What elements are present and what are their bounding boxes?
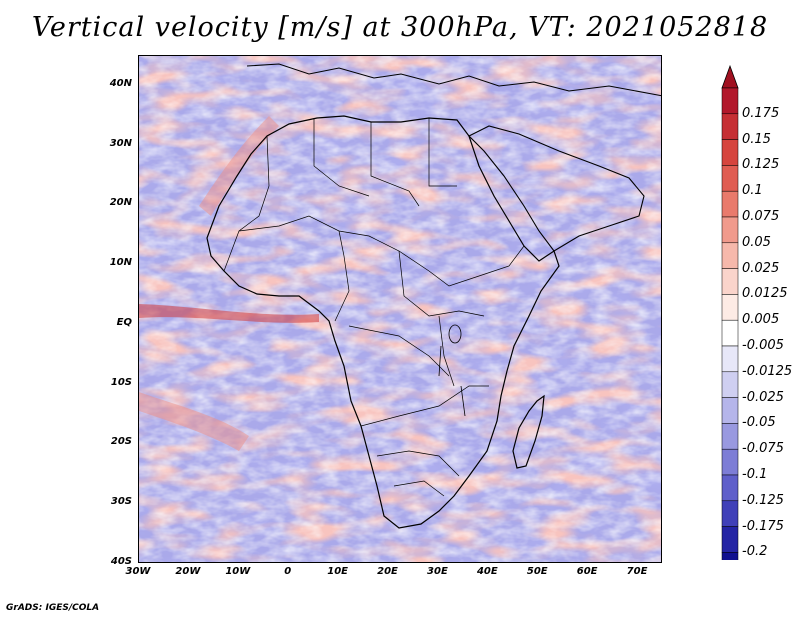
lon-label: 50E bbox=[526, 566, 548, 577]
lon-label: 30E bbox=[427, 566, 448, 577]
colorbar-label: 0.175 bbox=[742, 105, 780, 121]
colorbar-label: 0.075 bbox=[742, 209, 780, 224]
colorbar-swatch bbox=[721, 319, 739, 347]
colorbar-swatch bbox=[721, 423, 739, 450]
field-white-streaks bbox=[139, 56, 661, 562]
colorbar-label: 0.1 bbox=[742, 183, 763, 199]
south-atlantic-band bbox=[139, 392, 249, 451]
colorbar-swatch bbox=[721, 526, 739, 553]
colorbar-swatch bbox=[721, 190, 739, 218]
lat-label: 10S bbox=[110, 376, 132, 388]
lat-label: 40S bbox=[110, 556, 132, 567]
madagascar-coastline bbox=[512, 394, 545, 469]
colorbar-swatch bbox=[721, 397, 739, 424]
colorbar-label: -0.05 bbox=[742, 415, 776, 431]
colorbar-swatch bbox=[721, 371, 739, 398]
lat-label: 20S bbox=[110, 436, 132, 448]
colorbar-label: -0.025 bbox=[742, 389, 784, 405]
colorbar-label: -0.2 bbox=[742, 544, 768, 560]
colorbar-label: -0.125 bbox=[742, 492, 784, 508]
colorbar-label: 0.025 bbox=[742, 260, 780, 276]
lat-label: 10N bbox=[109, 257, 132, 269]
colorbar bbox=[721, 64, 739, 560]
lon-label: 30W bbox=[125, 566, 151, 577]
lon-label: 0 bbox=[284, 566, 292, 577]
colorbar-swatch bbox=[721, 113, 739, 140]
lon-label: 20W bbox=[175, 566, 201, 577]
colorbar-top-arrow bbox=[721, 64, 739, 89]
lon-label: 40E bbox=[476, 566, 498, 577]
colorbar-swatch bbox=[721, 87, 739, 115]
lat-label: EQ bbox=[116, 316, 132, 328]
arabia-coastline bbox=[468, 125, 645, 252]
lat-label: 20N bbox=[109, 197, 132, 209]
colorbar-label: -0.1 bbox=[742, 467, 768, 482]
great-lakes bbox=[438, 324, 466, 417]
colorbar-swatch bbox=[721, 242, 739, 269]
colorbar-swatch bbox=[721, 474, 739, 502]
colorbar-swatch bbox=[721, 294, 739, 321]
colorbar-label: -0.0125 bbox=[742, 363, 793, 379]
country-borders bbox=[223, 118, 525, 497]
colorbar-label: -0.175 bbox=[742, 518, 784, 534]
lon-label: 70E bbox=[626, 566, 648, 577]
itcz-band bbox=[139, 304, 319, 323]
colorbar-swatch bbox=[721, 552, 739, 560]
grads-credit: GrADS: IGES/COLA bbox=[6, 603, 100, 613]
europe-coastline bbox=[246, 63, 661, 97]
colorbar-swatch bbox=[721, 216, 739, 244]
lat-label: 40N bbox=[109, 77, 132, 89]
lat-label: 30N bbox=[109, 137, 132, 149]
colorbar-swatch bbox=[721, 500, 739, 527]
colorbar-swatch bbox=[721, 448, 739, 476]
colorbar-label: 0.125 bbox=[742, 157, 780, 173]
north-atlantic-band bbox=[199, 116, 279, 216]
vertical-velocity-field bbox=[139, 56, 661, 562]
colorbar-label: 0.05 bbox=[742, 234, 771, 250]
colorbar-label: 0.005 bbox=[742, 312, 780, 328]
lon-label: 10E bbox=[327, 566, 348, 577]
colorbar-label: 0.15 bbox=[742, 131, 771, 147]
colorbar-label: -0.005 bbox=[742, 338, 784, 353]
lon-label: 60E bbox=[576, 566, 598, 577]
lat-label: 30S bbox=[110, 496, 132, 508]
map-panel bbox=[138, 55, 662, 563]
chart-title: Vertical velocity [m/s] at 300hPa, VT: 2… bbox=[31, 12, 769, 43]
lon-label: 20E bbox=[377, 566, 398, 577]
lon-label: 10W bbox=[225, 566, 251, 577]
colorbar-label: 0.0125 bbox=[742, 286, 788, 302]
africa-coastline bbox=[206, 115, 560, 529]
colorbar-swatch bbox=[721, 139, 739, 166]
colorbar-swatch bbox=[721, 268, 739, 295]
colorbar-swatch bbox=[721, 345, 739, 373]
colorbar-label: -0.075 bbox=[742, 441, 784, 457]
colorbar-swatch bbox=[721, 165, 739, 192]
